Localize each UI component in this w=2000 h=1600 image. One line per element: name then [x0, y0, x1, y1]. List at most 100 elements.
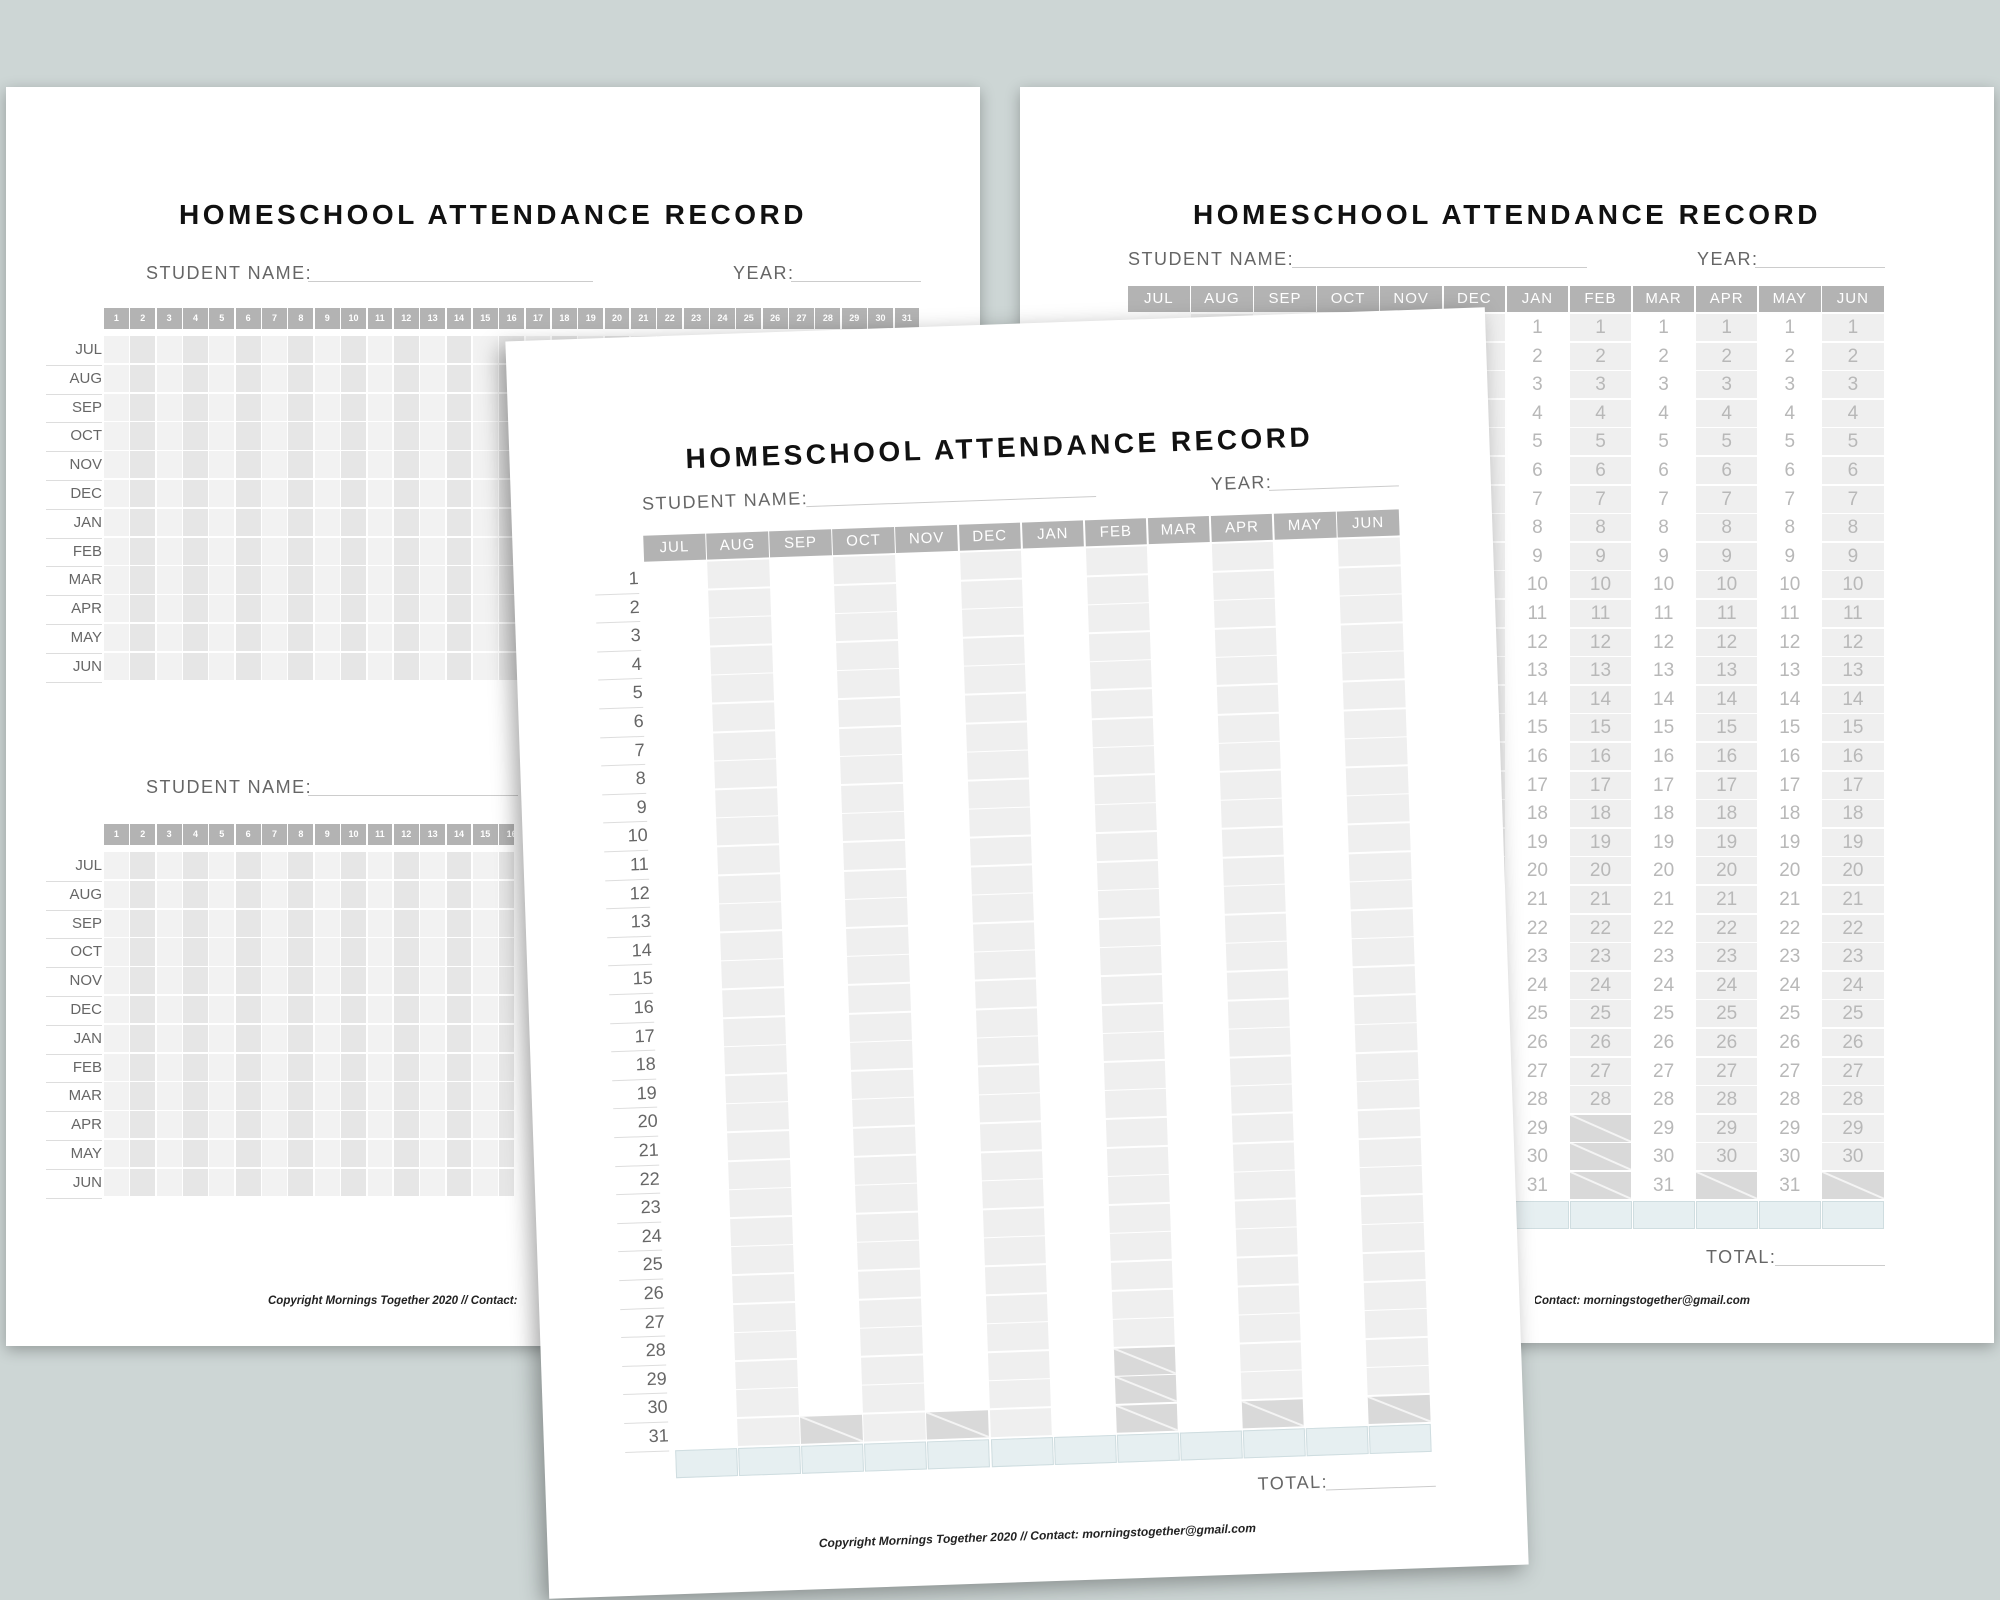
- attendance-cell[interactable]: [420, 967, 446, 995]
- attendance-cell[interactable]: [1216, 684, 1280, 714]
- attendance-cell[interactable]: [1224, 913, 1288, 943]
- total-cell[interactable]: [990, 1436, 1054, 1467]
- attendance-cell[interactable]: 14: [1822, 685, 1884, 713]
- attendance-cell[interactable]: [367, 364, 393, 393]
- attendance-cell[interactable]: [1361, 1223, 1425, 1253]
- attendance-cell[interactable]: [235, 967, 261, 995]
- attendance-cell[interactable]: [909, 924, 972, 954]
- attendance-cell[interactable]: [156, 595, 182, 623]
- attendance-cell[interactable]: [288, 1140, 314, 1168]
- attendance-cell[interactable]: 19: [1822, 828, 1884, 856]
- attendance-cell[interactable]: [446, 422, 472, 450]
- attendance-cell[interactable]: [833, 555, 896, 585]
- attendance-cell[interactable]: [472, 880, 498, 909]
- attendance-cell[interactable]: [1226, 970, 1290, 1000]
- attendance-cell[interactable]: 9: [1569, 542, 1632, 570]
- attendance-cell[interactable]: [130, 364, 156, 393]
- attendance-cell[interactable]: 23: [1506, 943, 1569, 971]
- attendance-cell[interactable]: [235, 1168, 261, 1197]
- attendance-cell[interactable]: [781, 871, 844, 901]
- attendance-cell[interactable]: [1036, 948, 1100, 978]
- attendance-cell[interactable]: 14: [1506, 685, 1569, 713]
- attendance-cell[interactable]: [785, 985, 848, 1016]
- attendance-cell[interactable]: [420, 1140, 446, 1168]
- attendance-cell[interactable]: [262, 938, 287, 966]
- attendance-cell[interactable]: [1085, 546, 1149, 576]
- attendance-cell[interactable]: 5: [1695, 428, 1758, 456]
- attendance-cell[interactable]: [130, 909, 156, 937]
- attendance-cell[interactable]: [1227, 999, 1291, 1029]
- attendance-cell[interactable]: [446, 451, 472, 479]
- attendance-cell[interactable]: [499, 1024, 514, 1053]
- attendance-cell[interactable]: 2: [1569, 342, 1632, 370]
- attendance-cell[interactable]: [979, 1122, 1042, 1152]
- student-name-line[interactable]: [806, 495, 1097, 508]
- attendance-cell[interactable]: [235, 451, 261, 479]
- attendance-cell[interactable]: 6: [1759, 457, 1821, 485]
- attendance-cell[interactable]: [1297, 1196, 1361, 1227]
- attendance-cell[interactable]: [235, 909, 261, 937]
- attendance-cell[interactable]: [130, 336, 156, 364]
- attendance-cell[interactable]: [156, 480, 182, 508]
- attendance-cell[interactable]: [1176, 1344, 1240, 1374]
- attendance-cell[interactable]: [446, 1082, 472, 1110]
- attendance-cell[interactable]: [314, 336, 340, 364]
- total-cell[interactable]: [675, 1447, 739, 1478]
- attendance-cell[interactable]: [367, 852, 393, 880]
- attendance-cell[interactable]: 22: [1822, 914, 1884, 942]
- attendance-cell[interactable]: [262, 996, 287, 1024]
- attendance-cell[interactable]: [1296, 1168, 1360, 1198]
- attendance-cell[interactable]: [104, 393, 129, 421]
- attendance-cell[interactable]: [1111, 1289, 1175, 1319]
- attendance-cell[interactable]: [1362, 1251, 1426, 1282]
- student-name-line[interactable]: [308, 281, 593, 282]
- attendance-cell[interactable]: [367, 595, 393, 623]
- attendance-cell[interactable]: [644, 561, 707, 591]
- attendance-cell[interactable]: [1363, 1280, 1427, 1310]
- attendance-cell[interactable]: [420, 537, 446, 565]
- attendance-cell[interactable]: [963, 664, 1026, 695]
- attendance-cell[interactable]: [1298, 1225, 1362, 1255]
- attendance-cell[interactable]: 4: [1822, 399, 1884, 427]
- attendance-cell[interactable]: [989, 1408, 1052, 1438]
- attendance-cell[interactable]: [288, 393, 314, 421]
- attendance-cell[interactable]: [901, 695, 964, 725]
- attendance-cell[interactable]: [1040, 1062, 1104, 1093]
- attendance-cell[interactable]: [183, 1024, 208, 1053]
- attendance-cell[interactable]: [969, 836, 1032, 866]
- attendance-cell[interactable]: [367, 967, 393, 995]
- attendance-cell[interactable]: [1033, 862, 1097, 893]
- attendance-cell[interactable]: [288, 1111, 314, 1139]
- attendance-cell[interactable]: [420, 624, 446, 652]
- attendance-cell[interactable]: [156, 938, 182, 966]
- attendance-cell[interactable]: [288, 967, 314, 995]
- attendance-cell[interactable]: [1233, 1170, 1297, 1200]
- attendance-cell[interactable]: [860, 1326, 923, 1356]
- attendance-cell[interactable]: [1349, 880, 1413, 910]
- attendance-cell[interactable]: [650, 733, 713, 763]
- attendance-cell[interactable]: 5: [1632, 428, 1695, 456]
- attendance-cell[interactable]: [1234, 1199, 1298, 1229]
- attendance-cell[interactable]: [861, 1355, 924, 1385]
- attendance-cell[interactable]: 24: [1695, 971, 1758, 999]
- attendance-cell[interactable]: [1027, 691, 1091, 721]
- attendance-cell[interactable]: [288, 1024, 314, 1053]
- attendance-cell[interactable]: 9: [1822, 542, 1884, 570]
- attendance-cell[interactable]: [731, 1245, 794, 1275]
- attendance-cell[interactable]: [971, 893, 1034, 923]
- attendance-cell[interactable]: [235, 336, 261, 364]
- attendance-cell[interactable]: [855, 1183, 918, 1214]
- attendance-cell[interactable]: [648, 675, 711, 706]
- attendance-cell[interactable]: [183, 1082, 208, 1110]
- attendance-cell[interactable]: [651, 761, 714, 791]
- attendance-cell[interactable]: [1345, 766, 1409, 796]
- attendance-cell[interactable]: [982, 1208, 1045, 1238]
- attendance-cell[interactable]: [665, 1161, 728, 1192]
- attendance-cell[interactable]: [209, 1140, 235, 1168]
- attendance-cell[interactable]: 31: [1759, 1172, 1821, 1200]
- attendance-cell[interactable]: [1301, 1311, 1365, 1341]
- attendance-cell[interactable]: [262, 393, 287, 421]
- attendance-cell[interactable]: [716, 816, 779, 846]
- attendance-cell[interactable]: 5: [1569, 428, 1632, 456]
- attendance-cell[interactable]: [446, 393, 472, 421]
